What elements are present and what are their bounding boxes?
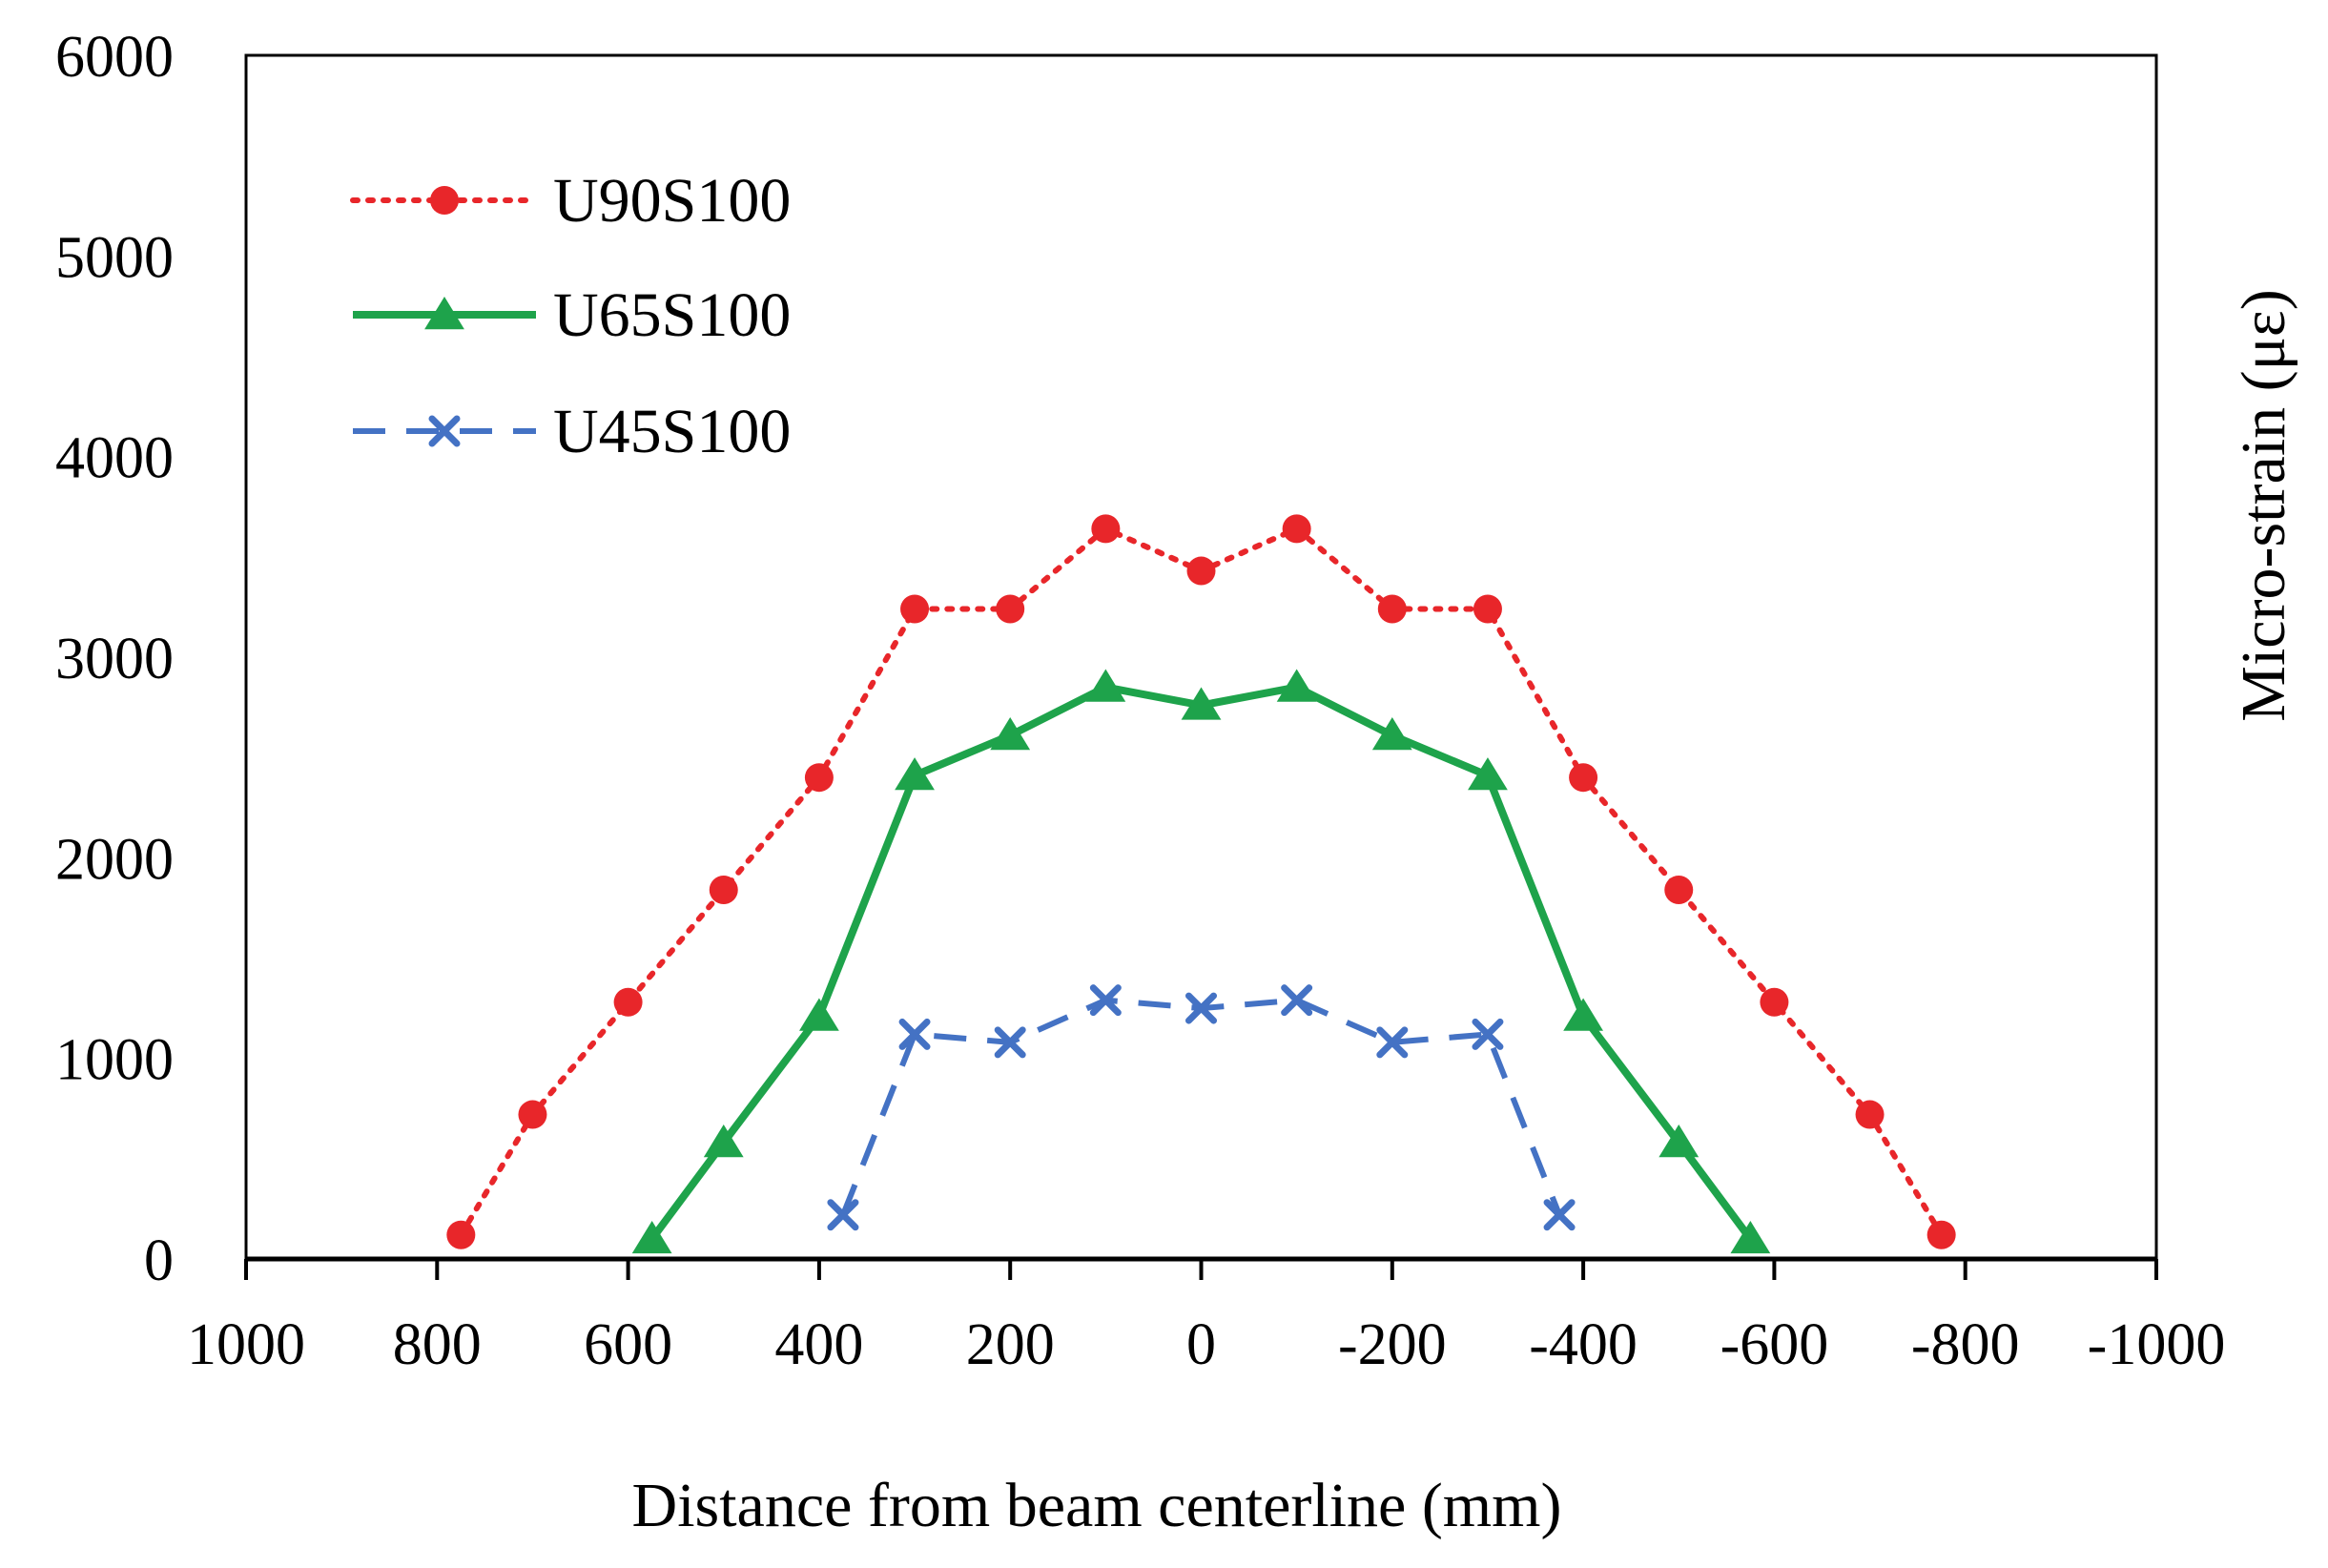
data-point-u45s100 (1185, 992, 1217, 1024)
x-axis-title: Distance from beam centerline (mm) (632, 1471, 1562, 1540)
x-tick-label: 1000 (187, 1312, 305, 1377)
data-point-u90s100 (1855, 1100, 1885, 1129)
data-point-u65s100 (1730, 1220, 1771, 1254)
data-point-u65s100 (631, 1220, 672, 1254)
data-point-u90s100 (804, 763, 834, 793)
data-point-u45s100 (827, 1199, 859, 1231)
x-tick-label: -400 (1529, 1312, 1638, 1377)
data-point-u65s100 (799, 998, 839, 1031)
data-point-u45s100 (898, 1018, 931, 1050)
x-tick-label: -1000 (2088, 1312, 2226, 1377)
legend-label: U45S100 (553, 397, 791, 466)
x-tick-label: -600 (1720, 1312, 1829, 1377)
data-point-u90s100 (1282, 514, 1311, 544)
data-point-u45s100 (1543, 1199, 1576, 1231)
y-tick-label: 6000 (55, 25, 174, 90)
data-point-u90s100 (1664, 875, 1694, 904)
data-point-u65s100 (1181, 687, 1222, 720)
legend-label: U90S100 (553, 166, 791, 236)
data-point-u90s100 (1186, 556, 1216, 586)
legend: U90S100 U65S100 U45S100 (350, 166, 791, 466)
x-tick-label: -800 (1911, 1312, 2020, 1377)
data-point-u65s100 (1468, 757, 1508, 791)
data-point-u65s100 (990, 717, 1031, 751)
y-tick-label: 2000 (55, 827, 174, 892)
data-point-u45s100 (994, 1026, 1026, 1059)
data-point-u45s100 (1089, 984, 1122, 1017)
series-u65s100 (631, 669, 1771, 1254)
data-point-u65s100 (1276, 669, 1317, 702)
y-axis-title: Micro-strain (με) (2229, 289, 2298, 721)
y-tick-label: 0 (144, 1228, 174, 1293)
legend-marker (428, 415, 461, 447)
x-tick-label: 400 (774, 1312, 863, 1377)
data-point-u65s100 (1563, 998, 1603, 1031)
series-layer (446, 514, 1956, 1254)
y-tick-label: 1000 (55, 1028, 174, 1093)
x-tick-label: 600 (584, 1312, 672, 1377)
series-u45s100 (827, 984, 1576, 1231)
data-point-u65s100 (1658, 1124, 1700, 1158)
data-point-u90s100 (1377, 594, 1407, 624)
x-tick-label: 200 (966, 1312, 1055, 1377)
x-tick-label: -200 (1338, 1312, 1447, 1377)
x-axis-ticks: 1000 800 600 400 200 0 -200 -400 -600 -800 -1000 (187, 1259, 2225, 1377)
data-point-u90s100 (613, 987, 643, 1017)
data-point-u90s100 (518, 1100, 547, 1129)
data-point-u45s100 (1472, 1018, 1504, 1050)
y-tick-label: 5000 (55, 225, 174, 290)
y-tick-label: 4000 (55, 426, 174, 491)
data-point-u65s100 (1371, 717, 1412, 751)
legend-marker (424, 297, 464, 330)
data-point-u45s100 (1281, 984, 1313, 1017)
legend-label: U65S100 (553, 280, 791, 350)
data-point-u65s100 (703, 1124, 744, 1158)
data-point-u90s100 (1926, 1220, 1956, 1249)
data-point-u90s100 (446, 1220, 476, 1249)
series-u90s100 (446, 514, 1956, 1249)
data-point-u45s100 (1376, 1026, 1409, 1059)
y-tick-label: 3000 (55, 627, 174, 691)
x-tick-label: 0 (1186, 1312, 1216, 1377)
legend-item-u90s100: U90S100 (350, 166, 791, 236)
data-point-u90s100 (900, 594, 930, 624)
x-tick-label: 800 (393, 1312, 482, 1377)
y-axis-ticks: 0 1000 2000 3000 4000 5000 6000 (55, 25, 174, 1293)
series-line-u45s100 (840, 997, 1562, 1216)
plot-frame (244, 53, 2158, 1261)
data-point-u90s100 (709, 875, 738, 904)
legend-item-u65s100: U65S100 (353, 280, 791, 350)
data-point-u65s100 (1085, 669, 1126, 702)
legend-item-u45s100: U45S100 (353, 397, 791, 466)
data-point-u65s100 (895, 757, 935, 791)
data-point-u90s100 (996, 594, 1025, 624)
data-point-u90s100 (1091, 514, 1121, 544)
legend-marker (430, 186, 459, 215)
data-point-u90s100 (1473, 594, 1502, 624)
data-point-u90s100 (1569, 763, 1598, 793)
series-line-u90s100 (458, 526, 1945, 1238)
data-point-u90s100 (1760, 987, 1789, 1017)
